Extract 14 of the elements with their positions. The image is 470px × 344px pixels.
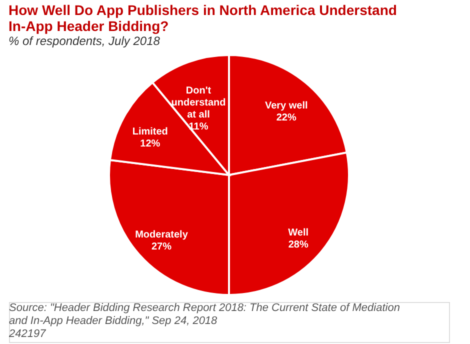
slice-label: Limited (132, 126, 168, 138)
data-label: 27% (151, 242, 172, 253)
slice-label: Moderately (135, 230, 188, 241)
slice-label: Don't understand at all (171, 85, 226, 120)
slice-label: Very well (264, 100, 308, 112)
data-label: 28% (288, 239, 308, 250)
data-label: 11% (188, 121, 208, 132)
data-label: 22% (276, 112, 296, 124)
chart-subtitle: % of respondents, July 2018 (8, 34, 160, 48)
chart-title: How Well Do App Publishers in North America Understand In-App Header Bidding? (8, 2, 397, 34)
text: 242197 (8, 328, 47, 340)
data-label: 12% (140, 138, 160, 150)
slice-label: Well (288, 227, 309, 238)
source-note: Source: "Header Bidding Research Report 2018: The Current State of Mediation and In-App Header Bidding," Sep 24, 2018 (9, 302, 400, 327)
